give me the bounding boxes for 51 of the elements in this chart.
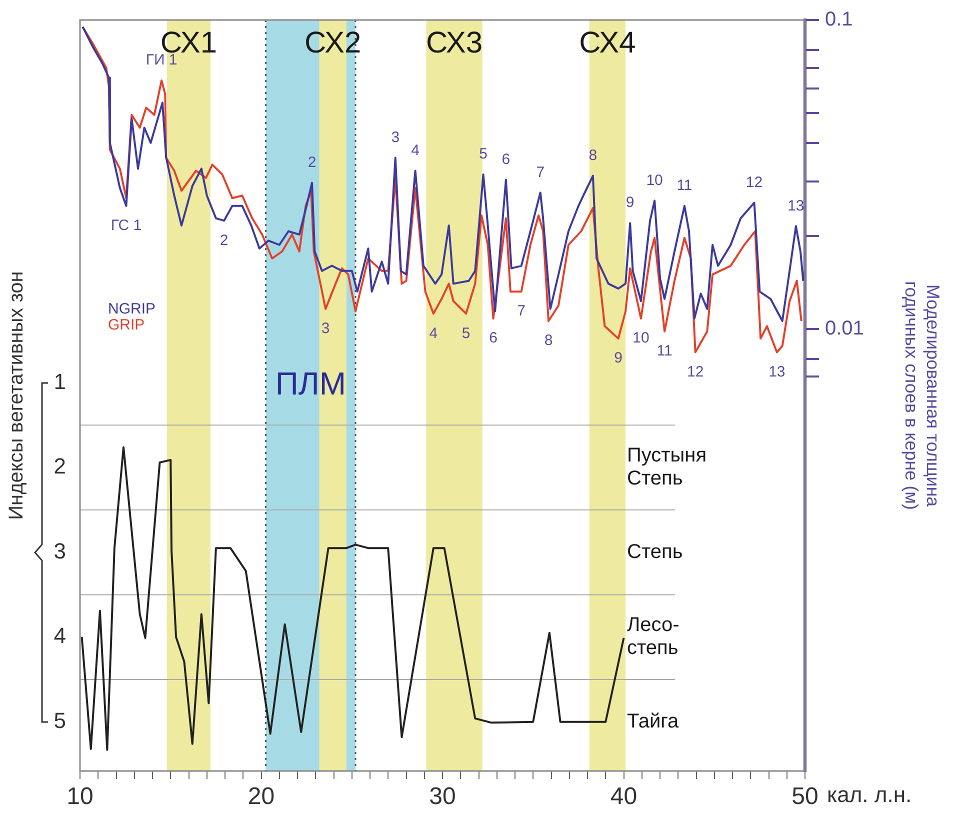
annotation: 5 <box>462 324 470 342</box>
annotation: 4 <box>429 324 438 342</box>
y-tick-label: 0.1 <box>825 8 853 31</box>
annotation: 7 <box>536 164 545 181</box>
annotation: ГИ 1 <box>146 52 178 69</box>
text: NGRIP <box>108 300 156 318</box>
annotation: 8 <box>544 332 553 350</box>
annotation: 9 <box>614 350 622 367</box>
band-label: ПЛМ <box>275 365 346 402</box>
ref-line-label: Лесо- степь <box>627 614 680 660</box>
ref-line-label: Степь <box>627 540 683 563</box>
x-tick-label: 40 <box>610 783 638 810</box>
annotation: 13 <box>768 363 786 380</box>
annotation: 12 <box>687 363 704 380</box>
x-axis-title: кал. л.н. <box>827 782 912 808</box>
y2-tick-label: 4 <box>54 623 66 648</box>
x-tick-label: 10 <box>66 783 94 810</box>
y-tick-label: 0.01 <box>825 317 864 340</box>
annotation: 2 <box>308 154 316 171</box>
ref-line-label: Пустыня Степь <box>627 444 707 490</box>
annotation: 7 <box>517 302 526 320</box>
annotation: 5 <box>479 146 488 163</box>
ref-line-label: Тайга <box>627 710 680 732</box>
annotation: 3 <box>321 320 330 338</box>
y2-tick-label: 2 <box>54 454 66 479</box>
y2-axis-title: Индексы вегетативных зон <box>6 271 28 520</box>
annotation: 6 <box>489 330 498 347</box>
annotation: 11 <box>676 177 692 194</box>
annotation: 8 <box>588 146 598 164</box>
annotation: ГС 1 <box>110 217 142 234</box>
x-tick-label: 20 <box>248 783 275 810</box>
y-axis-title: Моделированная толщина годичных слоев в керне (м) <box>902 281 944 510</box>
annotation: 12 <box>746 174 763 191</box>
x-tick-label: 30 <box>429 783 456 810</box>
band-label: СХ3 <box>426 26 483 60</box>
annotation: 13 <box>788 197 804 214</box>
x-tick-label: 50 <box>792 783 818 810</box>
band-label: СХ2 <box>304 26 362 60</box>
annotation: 3 <box>391 128 400 146</box>
annotation: 2 <box>220 232 228 249</box>
y2-tick-label: 1 <box>54 368 66 394</box>
annotation: 10 <box>646 172 663 189</box>
y2-tick-label: 5 <box>54 708 66 733</box>
y2-tick-label: 3 <box>54 538 66 564</box>
annotation: 9 <box>626 194 634 212</box>
annotation: 6 <box>502 150 510 168</box>
text: GRIP <box>108 316 145 334</box>
annotation: 11 <box>656 342 672 360</box>
annotation: 4 <box>411 142 420 159</box>
band-label: СХ4 <box>579 26 636 60</box>
annotation: 10 <box>632 330 650 347</box>
